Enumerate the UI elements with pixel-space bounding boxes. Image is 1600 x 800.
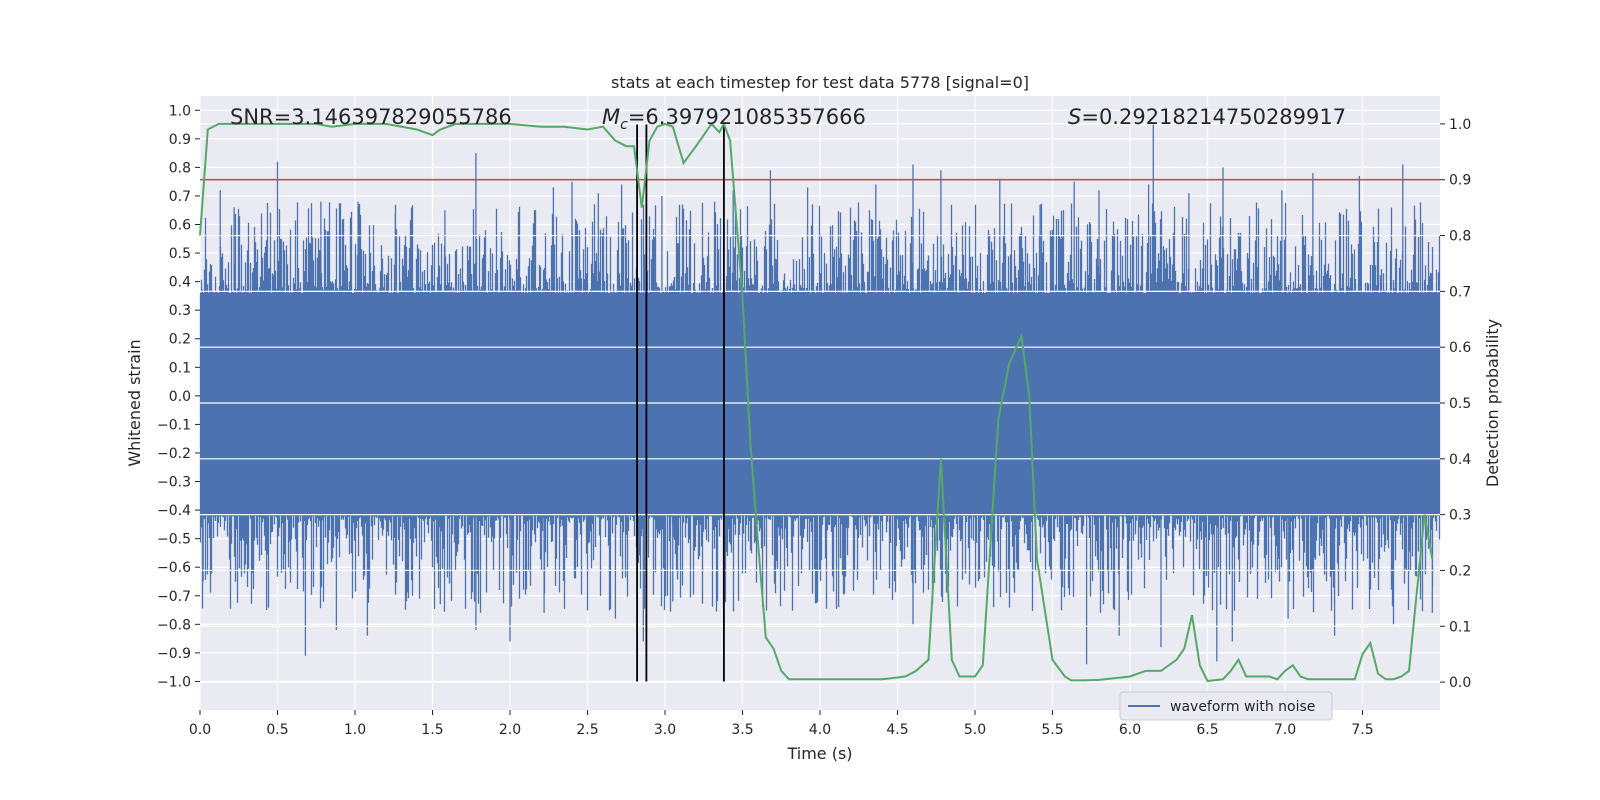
y-left-tick-label: −0.4 [157,503,191,519]
x-tick-label: 6.5 [1196,722,1218,738]
vertical-markers [636,124,725,682]
y-left-tick-label: −0.5 [157,532,191,548]
y-left-tick-label: 0.9 [169,132,191,148]
y-left-tick-label: −0.9 [157,646,191,662]
x-tick-label: 3.5 [731,722,753,738]
x-tick-label: 4.5 [886,722,908,738]
x-tick-label: 4.0 [809,722,831,738]
y-left-tick-label: 0.8 [169,160,191,176]
detection-probability-line [199,121,1434,683]
y-left-tick-label: 0.0 [169,389,191,405]
x-tick-label: 0.5 [266,722,288,738]
mc-annotation: Mc=6.397921085357666 [602,105,866,133]
x-tick-label: 1.0 [344,722,366,738]
y-right-tick-label: 0.3 [1449,508,1471,524]
y-left-tick-label: 0.2 [169,332,191,348]
y-left-ticks: 1.0 0.9 0.8 0.7 0.6 0.5 0.4 0.3 0.2 0.1 0.0 −0.1 −0.… [157,103,200,690]
y-left-tick-label: −0.8 [157,617,191,633]
y-right-tick-label: 0.2 [1449,563,1471,579]
y-right-tick-label: 0.4 [1449,452,1471,468]
x-tick-label: 6.0 [1119,722,1141,738]
y-left-tick-label: −0.3 [157,475,191,491]
x-axis-label: Time (s) [786,744,852,763]
snr-annotation: SNR=3.146397829055786 [230,105,512,129]
x-tick-label: 2.5 [576,722,598,738]
x-tick-label: 7.5 [1351,722,1373,738]
mc-subscript: c [620,117,628,133]
y-left-tick-label: 0.1 [169,360,191,376]
y-right-tick-label: 0.6 [1449,340,1471,356]
x-ticks: 0.0 0.5 1.0 1.5 2.0 2.5 3.0 3.5 4.0 4.5 5.0 5.5 6.0 6… [189,710,1374,738]
y-left-tick-label: 0.5 [169,246,191,262]
y-left-tick-label: −1.0 [157,674,191,690]
y-left-tick-label: 1.0 [169,103,191,119]
legend: waveform with noise [1119,691,1333,721]
y-left-tick-label: 0.4 [169,275,191,291]
waveform-trace [199,124,1441,665]
y-right-tick-label: 0.0 [1449,675,1471,691]
legend-box [1119,691,1333,721]
y-right-tick-label: 0.5 [1449,396,1471,412]
x-tick-label: 3.0 [654,722,676,738]
y-left-tick-label: −0.1 [157,417,191,433]
y-left-tick-label: −0.7 [157,589,191,605]
x-tick-label: 2.0 [499,722,521,738]
y-right-ticks: 1.0 0.9 0.8 0.7 0.6 0.5 0.4 0.3 0.2 0.1 0.0 [1440,117,1471,691]
x-tick-label: 5.0 [964,722,986,738]
x-tick-label: 7.0 [1274,722,1296,738]
y-left-tick-label: 0.6 [169,218,191,234]
x-tick-label: 0.0 [189,722,211,738]
y-right-axis-label: Detection probability [1483,319,1502,487]
y-right-tick-label: 0.1 [1449,619,1471,635]
y-left-tick-label: −0.2 [157,446,191,462]
y-left-tick-label: −0.6 [157,560,191,576]
s-annotation: S=0.29218214750289917 [1068,105,1346,129]
y-left-tick-label: 0.7 [169,189,191,205]
x-tick-label: 5.5 [1041,722,1063,738]
legend-label: waveform with noise [1170,699,1315,715]
y-left-tick-label: 0.3 [169,303,191,319]
mc-value: =6.397921085357666 [628,105,866,129]
chart-title: stats at each timestep for test data 577… [611,73,1029,92]
y-left-axis-label: Whitened strain [125,339,144,466]
waveform-series [199,124,1441,665]
mc-symbol: M [602,105,620,129]
s-value: =0.29218214750289917 [1081,105,1346,129]
y-right-tick-label: 1.0 [1449,117,1471,133]
s-symbol: S [1068,105,1081,129]
x-tick-label: 1.5 [421,722,443,738]
y-right-tick-label: 0.8 [1449,229,1471,245]
y-right-tick-label: 0.7 [1449,284,1471,300]
y-right-tick-label: 0.9 [1449,173,1471,189]
